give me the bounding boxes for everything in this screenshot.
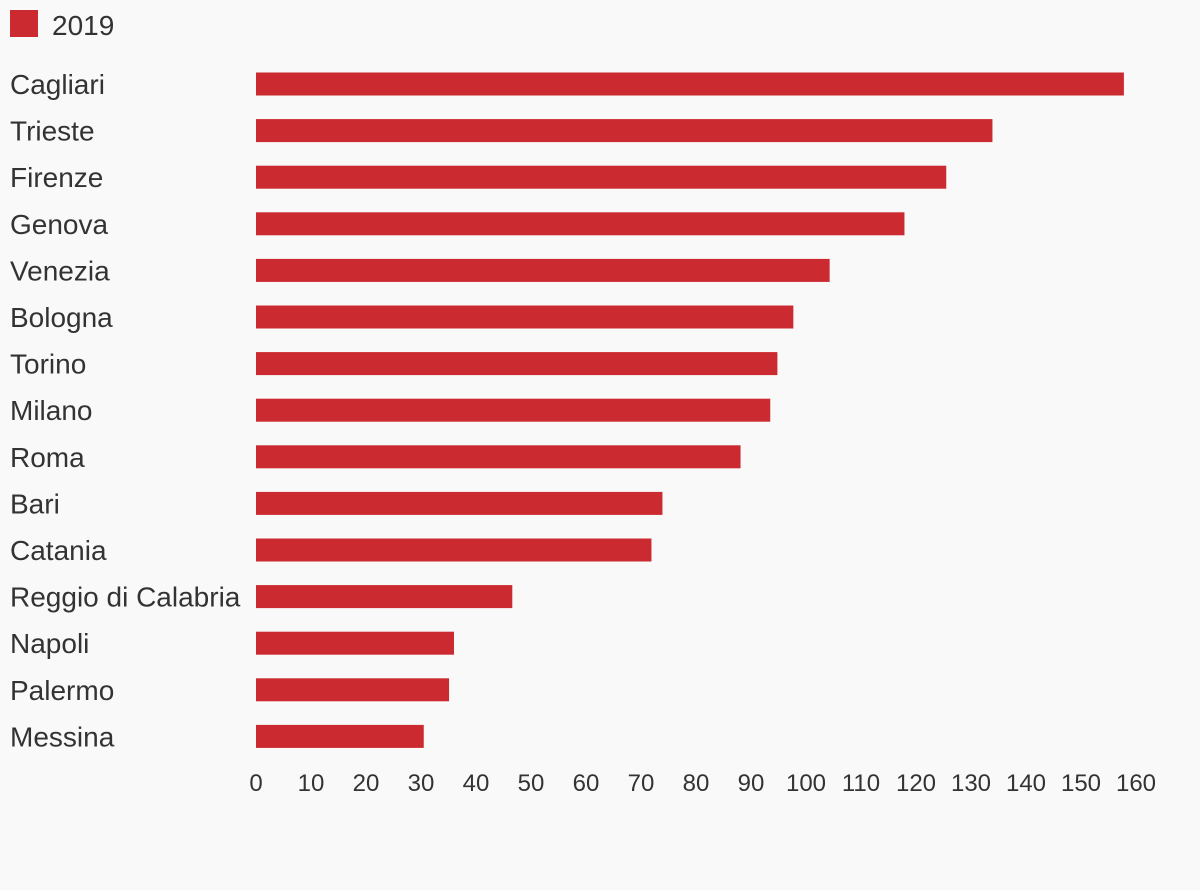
x-tick-label-140: 140 (1006, 770, 1046, 797)
category-label-bologna: Bologna (10, 302, 113, 333)
bar-roma (256, 445, 741, 469)
x-tick-label-10: 10 (298, 770, 325, 797)
bar-bari (256, 491, 663, 515)
bar-palermo (256, 678, 450, 702)
x-tick-label-90: 90 (738, 770, 765, 797)
bar-napoli (256, 631, 454, 655)
bar-venezia (256, 258, 830, 282)
bar-bologna (256, 305, 794, 329)
category-label-palermo: Palermo (10, 675, 114, 706)
category-label-napoli: Napoli (10, 628, 89, 659)
legend: 2019 (10, 9, 115, 42)
bar-cagliari (256, 72, 1124, 96)
bar-milano (256, 398, 771, 422)
x-tick-label-110: 110 (842, 770, 880, 797)
category-label-venezia: Venezia (10, 255, 110, 286)
bar-reggio-di-calabria (256, 585, 513, 609)
category-label-milano: Milano (10, 395, 92, 426)
legend-label-2019: 2019 (52, 10, 115, 41)
x-tick-label-100: 100 (786, 770, 826, 797)
bar-trieste (256, 119, 993, 143)
x-tick-label-40: 40 (463, 770, 490, 797)
category-label-bari: Bari (10, 488, 60, 519)
x-tick-label-130: 130 (951, 770, 991, 797)
category-label-firenze: Firenze (10, 162, 103, 193)
x-tick-label-160: 160 (1116, 770, 1156, 797)
category-label-messina: Messina (10, 721, 115, 752)
x-tick-label-50: 50 (518, 770, 545, 797)
bar-firenze (256, 165, 947, 189)
bar-torino (256, 352, 778, 376)
legend-swatch-2019 (10, 9, 38, 37)
category-label-reggio-di-calabria: Reggio di Calabria (10, 582, 241, 613)
x-tick-label-150: 150 (1061, 770, 1101, 797)
bar-catania (256, 538, 652, 562)
x-tick-label-120: 120 (896, 770, 936, 797)
category-label-catania: Catania (10, 535, 107, 566)
x-tick-label-30: 30 (408, 770, 435, 797)
category-label-cagliari: Cagliari (10, 69, 105, 100)
x-tick-label-80: 80 (683, 770, 710, 797)
category-label-genova: Genova (10, 209, 108, 240)
bar-genova (256, 212, 905, 236)
x-tick-label-0: 0 (249, 770, 262, 797)
bar-messina (256, 724, 424, 748)
x-tick-label-60: 60 (573, 770, 600, 797)
category-label-roma: Roma (10, 442, 85, 473)
x-tick-label-20: 20 (353, 770, 380, 797)
x-tick-label-70: 70 (628, 770, 655, 797)
category-label-trieste: Trieste (10, 116, 95, 147)
category-label-torino: Torino (10, 349, 86, 380)
